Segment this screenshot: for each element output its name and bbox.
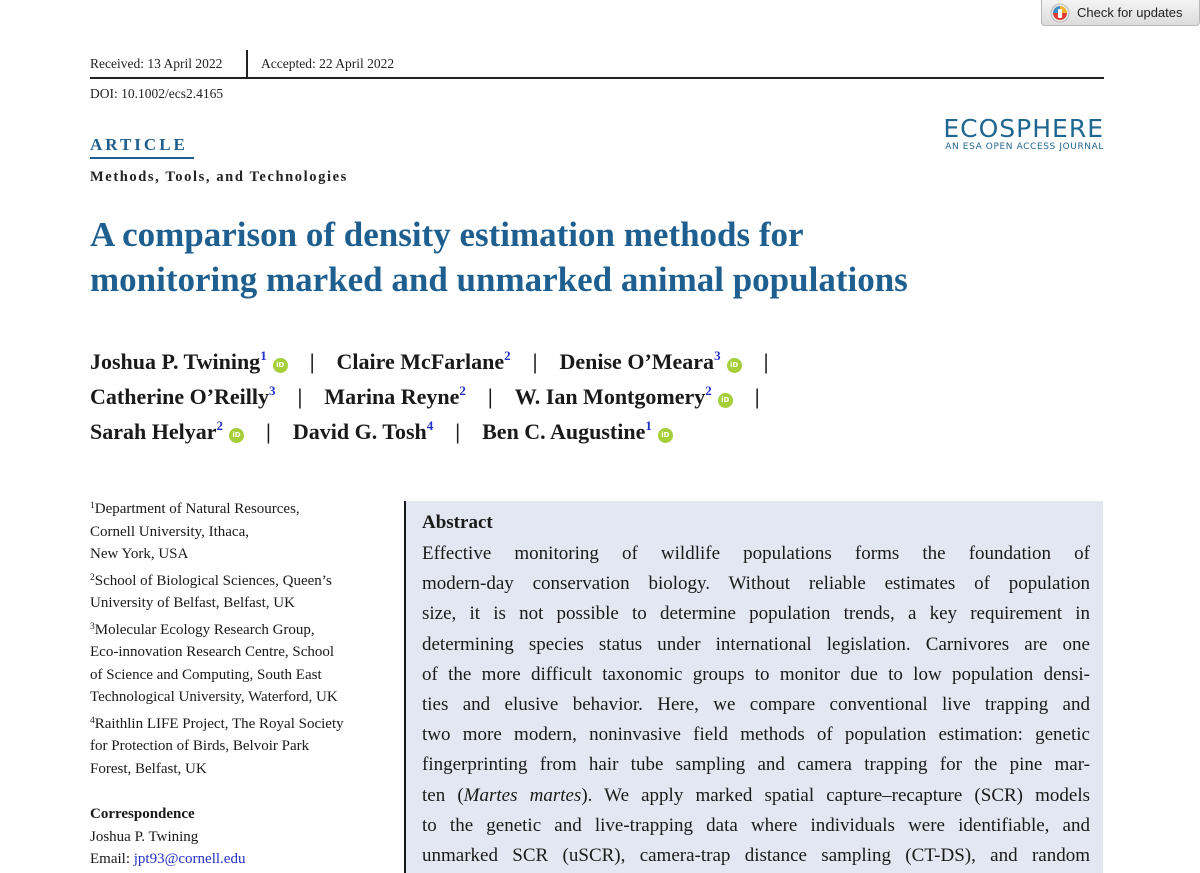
author: Sarah Helyar2iD (90, 419, 244, 444)
author: Denise O’Meara3iD (560, 349, 742, 374)
header-separator (246, 50, 248, 78)
article-section: Methods, Tools, and Technologies (90, 169, 348, 185)
author: Ben C. Augustine1iD (482, 419, 673, 444)
abstract-line: ties and elusive behavior. Here, we comp… (422, 694, 1090, 716)
author-separator: | (763, 349, 769, 374)
author: Joshua P. Twining1iD (90, 349, 288, 374)
correspondence-heading: Correspondence (90, 806, 195, 822)
check-for-updates-label: Check for updates (1077, 5, 1183, 20)
author: Catherine O’Reilly3 (90, 383, 276, 409)
affiliation: 4Raithlin LIFE Project, The Royal Societ… (90, 715, 344, 777)
affiliation: 2School of Biological Sciences, Queen’s … (90, 572, 332, 612)
orcid-icon[interactable]: iD (272, 358, 288, 373)
article-type-underline (90, 157, 194, 159)
abstract-text: Effective monitoring of wildlife populat… (422, 539, 1090, 871)
orcid-icon[interactable]: iD (717, 393, 733, 408)
correspondence-email: Email: jpt93@cornell.edu (90, 851, 246, 867)
abstract-line: of the more difficult taxonomic groups t… (422, 663, 1090, 685)
affiliation: 1Department of Natural Resources, Cornel… (90, 501, 300, 562)
abstract-line: unmarked SCR (uSCR), camera-trap distanc… (422, 845, 1090, 867)
affiliations: 1Department of Natural Resources, Cornel… (90, 498, 390, 784)
author: David G. Tosh4 (292, 418, 434, 444)
title-line-2: monitoring marked and unmarked animal po… (90, 260, 908, 299)
email-link[interactable]: jpt93@cornell.edu (133, 851, 246, 867)
author-separator: | (754, 384, 760, 409)
abstract-line: fingerprinting from hair tube sampling a… (422, 754, 1090, 776)
correspondence: Correspondence Joshua P. Twining Email: … (90, 803, 390, 871)
author-separator: | (309, 349, 315, 374)
orcid-icon[interactable]: iD (229, 428, 244, 443)
author-line: Joshua P. Twining1iD | Claire McFarlane2 | D… (90, 344, 1100, 379)
correspondence-name: Joshua P. Twining (90, 828, 199, 845)
author-line: Sarah Helyar2iD | David G. Tosh4 | Ben C. Au… (90, 414, 1100, 449)
abstract-box (404, 501, 1103, 873)
author-separator: | (266, 419, 271, 444)
paper-title: A comparison of density estimation metho… (90, 212, 1090, 302)
abstract-line: to the genetic and live-trapping data wh… (422, 814, 1090, 836)
journal-name: ECOSPHERE (943, 114, 1104, 143)
author: W. Ian Montgomery2iD (515, 384, 733, 409)
species-name: Martes martes (463, 784, 582, 806)
accepted-date: Accepted: 22 April 2022 (261, 56, 395, 71)
author: Marina Reyne2 (324, 383, 466, 409)
author-line: Catherine O’Reilly3 | Marina Reyne2 | W. Ian… (90, 379, 1100, 414)
author-separator: | (532, 349, 538, 374)
header-rule (90, 77, 1104, 79)
orcid-icon[interactable]: iD (726, 358, 742, 373)
journal-logo: ECOSPHERE AN ESA OPEN ACCESS JOURNAL (943, 114, 1104, 153)
crossmark-icon (1050, 3, 1070, 23)
received-date: Received: 13 April 2022 (90, 56, 223, 71)
doi[interactable]: DOI: 10.1002/ecs2.4165 (90, 86, 224, 101)
orcid-icon[interactable]: iD (657, 428, 673, 443)
title-line-1: A comparison of density estimation metho… (90, 215, 804, 254)
abstract-line: Effective monitoring of wildlife populat… (422, 543, 1090, 564)
abstract-bar (404, 501, 406, 873)
abstract-heading: Abstract (422, 512, 493, 533)
journal-subtitle: AN ESA OPEN ACCESS JOURNAL (945, 142, 1104, 152)
abstract-line: two more modern, noninvasive field metho… (422, 724, 1090, 746)
author-separator: | (487, 384, 493, 409)
abstract-line: determining species status under interna… (422, 633, 1090, 655)
author-separator: | (297, 384, 303, 409)
affiliation: 3Molecular Ecology Research Group, Eco-i… (90, 621, 338, 706)
abstract-line: ten (Martes martes). We apply marked spa… (422, 784, 1090, 806)
abstract-line: size, it is not possible to determine po… (422, 603, 1090, 625)
article-dates: Received: 13 April 2022 Accepted: 22 Apr… (90, 56, 394, 72)
author-separator: | (455, 419, 461, 444)
author-list: Joshua P. Twining1iD | Claire McFarlane2 | D… (90, 344, 1100, 449)
check-for-updates-button[interactable]: Check for updates (1041, 0, 1200, 26)
author: Claire McFarlane2 (336, 348, 511, 374)
abstract-line: modern-day conservation biology. Without… (422, 573, 1090, 595)
article-type: ARTICLE (90, 135, 188, 154)
